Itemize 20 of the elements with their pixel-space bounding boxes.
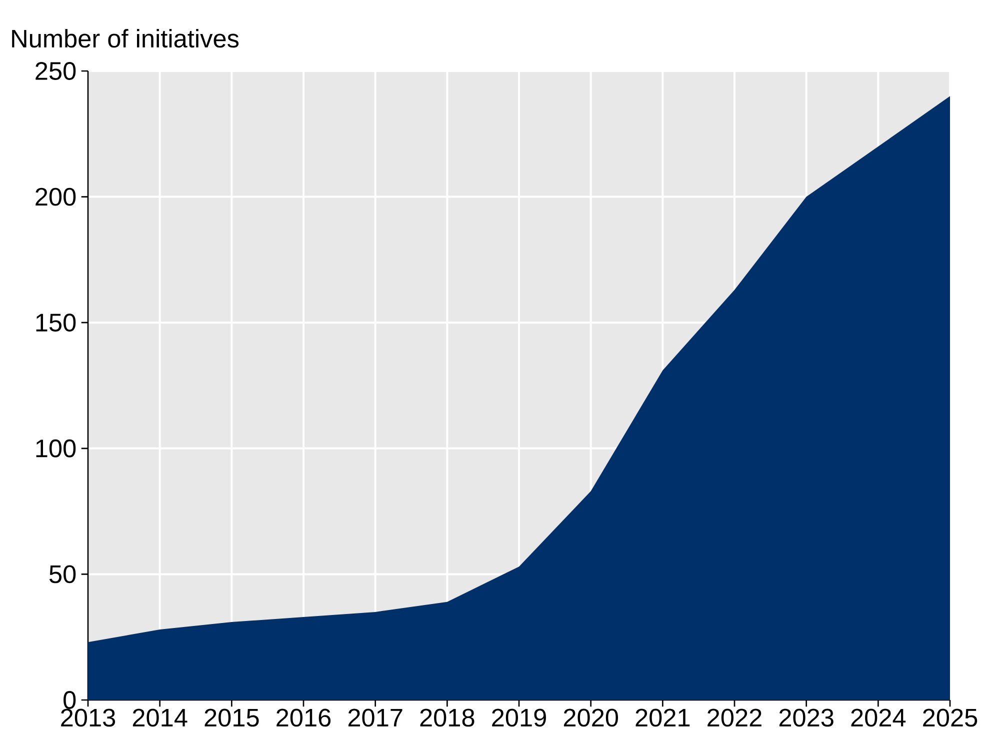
x-tick-label: 2017	[348, 708, 402, 727]
y-tick-label: 250	[36, 62, 76, 80]
y-tick-label: 50	[49, 565, 76, 584]
x-tick-label: 2021	[636, 708, 690, 727]
x-tick-label: 2019	[492, 708, 546, 727]
x-tick-label: 2013	[61, 708, 116, 727]
x-tick-label: 2016	[276, 708, 331, 727]
x-tick-label: 2018	[420, 708, 474, 727]
x-tick-label: 2023	[779, 708, 834, 727]
x-tick-label: 2025	[923, 708, 978, 727]
y-tick-label: 0	[64, 691, 76, 709]
y-tick-label: 100	[36, 439, 76, 458]
x-tick-label: 2015	[204, 708, 259, 727]
y-tick-label: 150	[36, 314, 76, 332]
x-tick-label: 2022	[708, 708, 762, 727]
x-tick-label: 2014	[132, 708, 188, 727]
x-tick-label: 2024	[851, 708, 906, 727]
y-axis-title: Number of initiatives	[12, 29, 239, 48]
x-tick-label: 2020	[564, 708, 618, 727]
y-tick-label: 200	[36, 188, 76, 206]
